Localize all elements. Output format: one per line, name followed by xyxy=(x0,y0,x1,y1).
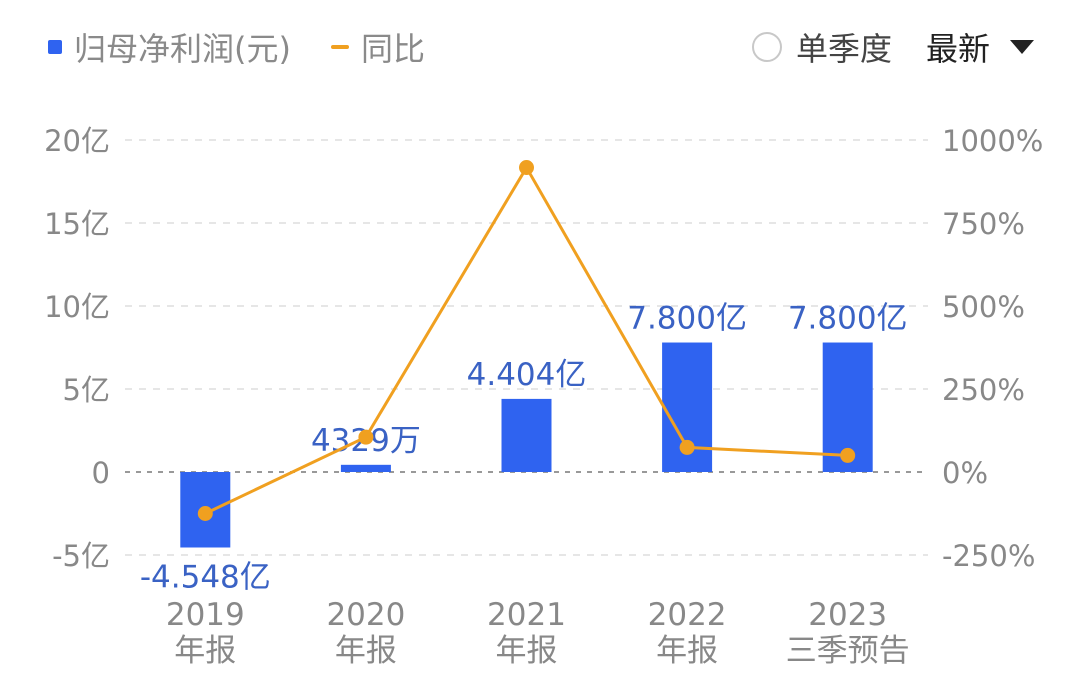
y-left-tick-label: 15亿 xyxy=(44,207,110,241)
x-tick-label-year: 2020 xyxy=(326,597,405,633)
x-tick-label-period: 年报 xyxy=(174,633,236,669)
yoy-point xyxy=(679,439,695,455)
legend-bar-swatch xyxy=(48,40,62,54)
legend-item-net-profit[interactable]: 归母净利润(元) xyxy=(48,24,291,70)
x-tick-label-year: 2021 xyxy=(487,597,566,633)
bar-value-label: 4.404亿 xyxy=(467,357,587,393)
y-left-tick-label: 5亿 xyxy=(63,373,110,407)
x-tick-label-period: 年报 xyxy=(496,633,558,669)
x-tick-label-period: 年报 xyxy=(335,633,397,669)
legend-item-yoy[interactable]: 同比 xyxy=(330,24,425,70)
y-left-tick-label: 0 xyxy=(92,456,110,490)
y-left-tick-label: 10亿 xyxy=(44,290,110,324)
radio-unchecked-icon[interactable] xyxy=(751,32,782,62)
y-right-tick-label: 0% xyxy=(942,456,988,490)
yoy-point xyxy=(197,506,213,521)
bar xyxy=(501,398,552,472)
period-label: 最新 xyxy=(925,30,990,68)
legend-line-swatch xyxy=(330,45,349,49)
x-tick-label-year: 2023 xyxy=(808,597,887,633)
y-right-tick-label: 500% xyxy=(942,290,1025,324)
x-tick-label-year: 2019 xyxy=(166,597,245,633)
y-left-tick-label: -5亿 xyxy=(52,539,110,573)
single-season-label: 单季度 xyxy=(795,30,892,68)
y-right-tick-label: -250% xyxy=(942,539,1035,573)
period-dropdown[interactable]: 最新 xyxy=(926,24,1034,70)
legend-label-yoy: 同比 xyxy=(360,30,425,68)
y-right-tick-label: 250% xyxy=(942,373,1025,407)
yoy-point xyxy=(519,160,534,176)
x-tick-label-year: 2022 xyxy=(648,597,727,633)
legend-label-net-profit: 归母净利润(元) xyxy=(74,30,291,68)
bar-value-label: 7.800亿 xyxy=(788,301,908,337)
y-right-tick-label: 1000% xyxy=(942,124,1043,158)
y-right-tick-label: 750% xyxy=(942,207,1025,241)
x-tick-label-period: 年报 xyxy=(656,633,718,669)
bar-value-label: 7.800亿 xyxy=(627,301,747,337)
caret-down-icon[interactable] xyxy=(1010,40,1034,54)
chart-header: 归母净利润(元) 同比 单季度 最新 xyxy=(0,0,1080,90)
chart-controls: 单季度 最新 xyxy=(751,24,1034,70)
legend: 归母净利润(元) 同比 xyxy=(48,24,425,70)
y-left-tick-label: 20亿 xyxy=(44,124,110,158)
yoy-point xyxy=(840,447,856,463)
x-tick-label-period: 三季预告 xyxy=(786,633,910,669)
bar xyxy=(340,464,391,472)
bar-value-label: -4.548亿 xyxy=(140,559,271,595)
yoy-point xyxy=(358,429,374,445)
single-season-toggle[interactable]: 单季度 xyxy=(751,24,892,70)
